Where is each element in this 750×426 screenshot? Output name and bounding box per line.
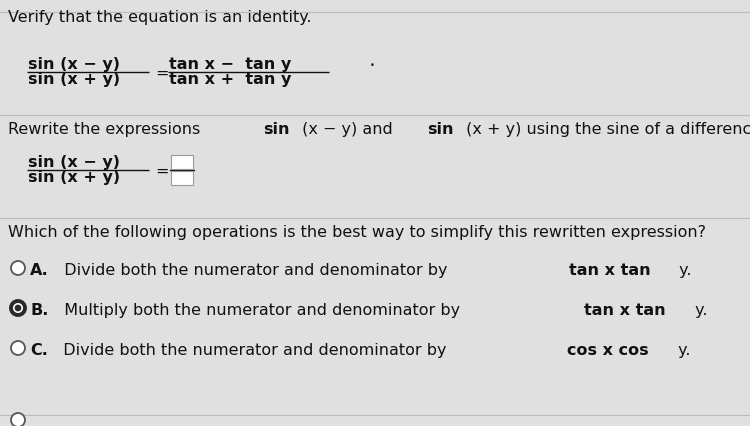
Text: sin: sin (262, 122, 290, 137)
Text: Verify that the equation is an identity.: Verify that the equation is an identity. (8, 10, 312, 25)
Text: sin (x + y): sin (x + y) (28, 170, 120, 185)
Text: tan x tan: tan x tan (584, 303, 666, 318)
Text: y.: y. (674, 263, 692, 278)
Text: Rewrite the expressions: Rewrite the expressions (8, 122, 206, 137)
Text: B.: B. (30, 303, 48, 318)
Text: (x + y) using the sine of a difference and sine of a sum: (x + y) using the sine of a difference a… (461, 122, 750, 137)
Text: sin (x − y): sin (x − y) (28, 57, 120, 72)
Circle shape (11, 301, 25, 315)
Text: Divide both the numerator and denominator by: Divide both the numerator and denominato… (54, 263, 453, 278)
Text: =: = (154, 66, 168, 81)
Text: cos x cos: cos x cos (568, 343, 649, 358)
Text: sin: sin (427, 122, 454, 137)
Text: Which of the following operations is the best way to simplify this rewritten exp: Which of the following operations is the… (8, 225, 706, 240)
Text: Multiply both the numerator and denominator by: Multiply both the numerator and denomina… (54, 303, 465, 318)
Text: Divide both the numerator and denominator by: Divide both the numerator and denominato… (53, 343, 452, 358)
Text: (x − y) and: (x − y) and (297, 122, 398, 137)
Circle shape (11, 413, 25, 426)
Text: sin (x + y): sin (x + y) (28, 72, 120, 87)
Text: •: • (370, 60, 375, 69)
Text: tan x +  tan y: tan x + tan y (169, 72, 291, 87)
Text: y.: y. (673, 343, 690, 358)
Bar (171, 155, 193, 169)
Text: C.: C. (30, 343, 48, 358)
Text: =: = (154, 164, 168, 178)
Circle shape (11, 341, 25, 355)
Text: tan x tan: tan x tan (568, 263, 650, 278)
Bar (171, 171, 193, 184)
Text: y.: y. (690, 303, 707, 318)
Circle shape (11, 301, 25, 315)
Circle shape (11, 261, 25, 275)
Circle shape (15, 305, 21, 311)
Text: sin (x − y): sin (x − y) (28, 155, 120, 170)
Text: tan x −  tan y: tan x − tan y (169, 57, 291, 72)
Text: A.: A. (30, 263, 49, 278)
